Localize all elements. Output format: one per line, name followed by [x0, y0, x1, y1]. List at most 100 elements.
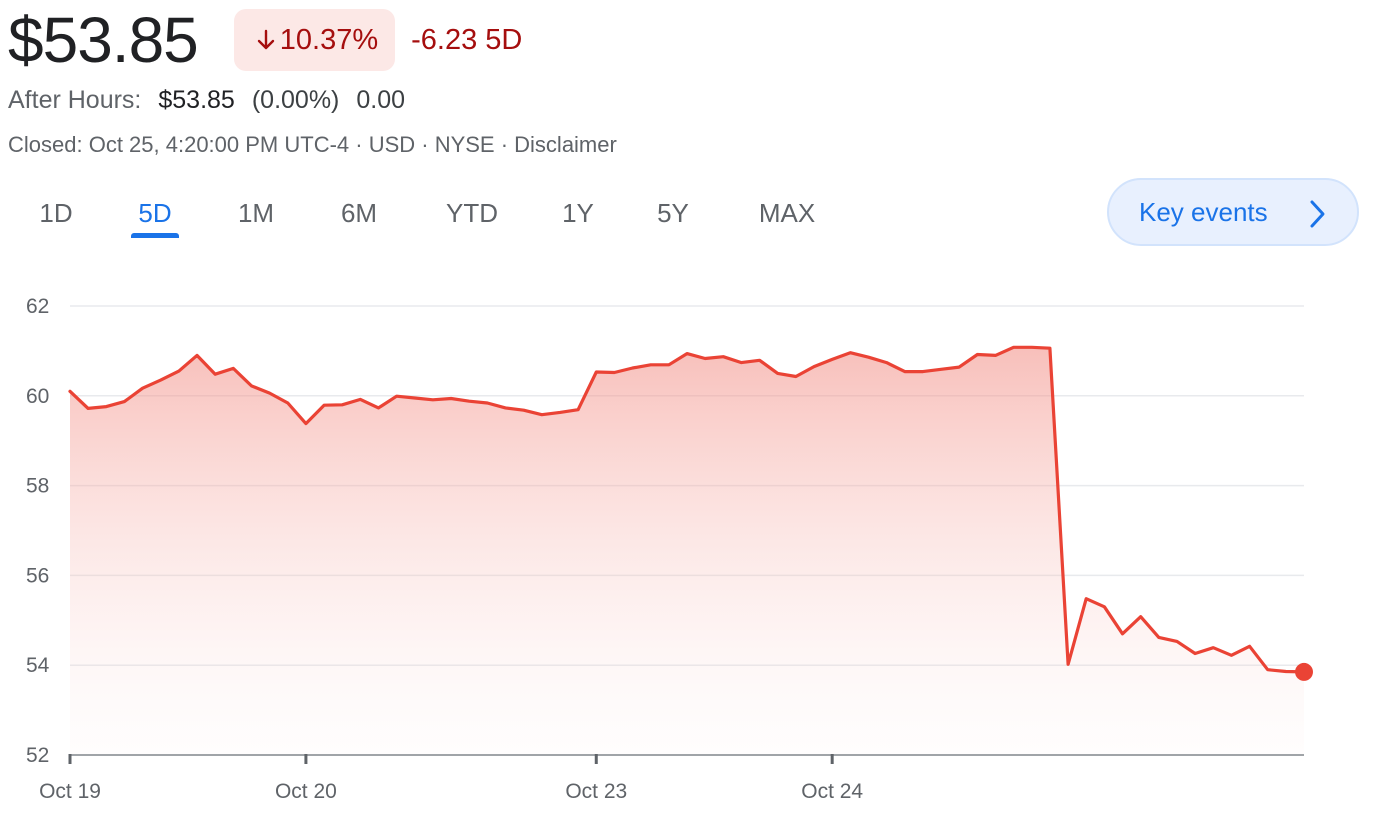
x-tick-label: Oct 19: [39, 780, 101, 803]
data-point: [1192, 651, 1198, 657]
y-tick-label: 58: [26, 475, 49, 498]
data-point: [720, 354, 726, 360]
tab-6m[interactable]: 6M: [340, 198, 378, 228]
tab-1m[interactable]: 1M: [237, 198, 275, 228]
data-point: [321, 402, 327, 408]
x-tick-label: Oct 20: [275, 780, 337, 803]
data-point: [430, 397, 436, 403]
data-point: [738, 360, 744, 366]
change-percent: 10.37%: [279, 23, 379, 56]
data-point: [829, 356, 835, 362]
price-line: [68, 345, 1306, 674]
data-point: [103, 404, 109, 410]
data-point: [847, 350, 853, 356]
data-point: [248, 383, 254, 389]
tab-max[interactable]: MAX: [758, 198, 816, 228]
data-point: [630, 365, 636, 371]
data-point: [757, 357, 763, 363]
change-abs-value: -6.23: [411, 23, 478, 56]
data-point: [1174, 638, 1180, 644]
data-point: [938, 366, 944, 372]
arrow-down-icon: [254, 28, 278, 52]
after-hours-percent: (0.00%): [251, 86, 340, 114]
data-point: [176, 368, 182, 374]
data-point: [1065, 661, 1071, 667]
data-point: [448, 395, 454, 401]
data-point: [684, 351, 690, 357]
data-point: [1011, 344, 1017, 350]
x-tick-label: Oct 24: [801, 780, 863, 803]
data-point: [666, 362, 672, 368]
price-area: [70, 347, 1304, 755]
y-tick-label: 52: [26, 744, 49, 767]
data-point: [1283, 668, 1289, 674]
data-point: [121, 399, 127, 405]
data-point: [484, 400, 490, 406]
tab-1y[interactable]: 1Y: [562, 198, 594, 228]
y-tick-label: 60: [26, 385, 49, 408]
data-point: [1210, 645, 1216, 651]
x-tick-label: Oct 23: [565, 780, 627, 803]
data-point: [539, 412, 545, 418]
quote-header: $53.85 10.37% -6.23 5D: [8, 4, 522, 76]
data-point: [1101, 604, 1107, 610]
data-point: [267, 390, 273, 396]
data-point: [956, 364, 962, 370]
data-point: [412, 395, 418, 401]
tab-5d[interactable]: 5D: [131, 190, 179, 238]
tab-ytd[interactable]: YTD: [446, 198, 498, 228]
data-point: [394, 393, 400, 399]
data-point: [920, 369, 926, 375]
data-point: [793, 373, 799, 379]
data-point: [1083, 596, 1089, 602]
y-tick-label: 62: [26, 295, 49, 318]
data-point: [974, 351, 980, 357]
data-point: [303, 421, 309, 427]
data-point: [376, 405, 382, 411]
tab-1d[interactable]: 1D: [39, 198, 73, 228]
data-point: [902, 369, 908, 375]
data-point: [557, 409, 563, 415]
tab-5y[interactable]: 5Y: [657, 198, 689, 228]
after-hours-label: After Hours:: [8, 86, 142, 114]
data-point: [466, 398, 472, 404]
current-price: $53.85: [8, 4, 199, 76]
last-price-marker: [1295, 662, 1313, 681]
data-point: [993, 352, 999, 358]
data-point: [1120, 631, 1126, 637]
data-point: [1156, 634, 1162, 640]
data-point: [67, 388, 73, 394]
key-events-label: Key events: [1139, 196, 1268, 227]
data-point: [811, 364, 817, 370]
data-point: [503, 405, 509, 411]
data-point: [593, 369, 599, 375]
data-point: [648, 362, 654, 368]
data-point: [357, 396, 363, 402]
data-point: [575, 407, 581, 413]
change-percent-badge: 10.37%: [233, 9, 396, 71]
data-point: [611, 369, 617, 375]
data-point: [194, 352, 200, 358]
data-point: [158, 377, 164, 383]
data-point: [140, 385, 146, 391]
data-point: [702, 356, 708, 362]
y-tick-label: 56: [26, 564, 49, 587]
change-absolute: -6.23 5D: [411, 24, 522, 57]
data-point: [865, 354, 871, 360]
data-point: [230, 365, 236, 371]
data-point: [884, 360, 890, 366]
data-point: [1265, 667, 1271, 673]
market-status-line: Closed: Oct 25, 4:20:00 PM UTC-4 · USD ·…: [8, 132, 617, 157]
y-tick-label: 54: [26, 654, 50, 677]
data-point: [212, 371, 218, 377]
data-point: [85, 405, 91, 411]
data-point: [1138, 614, 1144, 620]
data-point: [1247, 643, 1253, 649]
key-events-button[interactable]: Key events: [1107, 178, 1359, 246]
data-point: [521, 407, 527, 413]
price-chart: 62 60 58 56 54 52 Oct 19 Oct 20 Oct 23 Oct 24: [26, 295, 1313, 803]
after-hours-change: 0.00: [356, 86, 406, 114]
chevron-right-icon: [1303, 198, 1331, 230]
change-period: 5D: [485, 23, 523, 56]
data-point: [1047, 345, 1053, 351]
